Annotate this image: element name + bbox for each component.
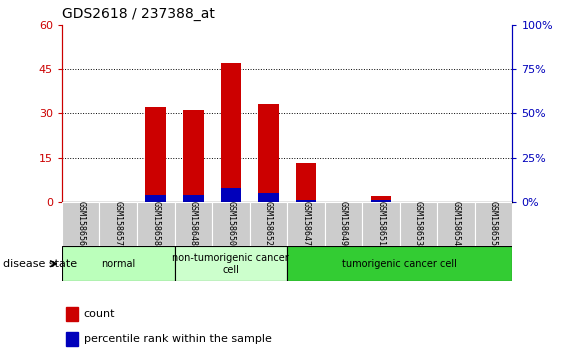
Bar bbox=[296, 200, 316, 202]
Text: GDS2618 / 237388_at: GDS2618 / 237388_at bbox=[62, 7, 215, 21]
Bar bbox=[296, 164, 316, 202]
Bar bbox=[137, 202, 175, 246]
Bar bbox=[249, 202, 287, 246]
Bar bbox=[221, 63, 241, 202]
Bar bbox=[287, 246, 512, 281]
Bar bbox=[100, 202, 137, 246]
Text: GSM158657: GSM158657 bbox=[114, 201, 123, 246]
Text: GSM158648: GSM158648 bbox=[189, 201, 198, 246]
Bar bbox=[175, 246, 287, 281]
Bar bbox=[400, 202, 437, 246]
Text: GSM158658: GSM158658 bbox=[151, 201, 160, 246]
Text: percentile rank within the sample: percentile rank within the sample bbox=[83, 333, 271, 344]
Bar bbox=[145, 195, 166, 202]
Text: count: count bbox=[83, 309, 115, 319]
Text: GSM158653: GSM158653 bbox=[414, 201, 423, 246]
Bar bbox=[370, 200, 391, 202]
Bar bbox=[370, 196, 391, 202]
Bar bbox=[325, 202, 362, 246]
Text: normal: normal bbox=[101, 259, 135, 269]
Text: disease state: disease state bbox=[3, 259, 77, 269]
Bar bbox=[362, 202, 400, 246]
Bar bbox=[183, 110, 204, 202]
Text: GSM158655: GSM158655 bbox=[489, 201, 498, 246]
Bar bbox=[287, 202, 325, 246]
Text: GSM158647: GSM158647 bbox=[301, 201, 310, 246]
Bar bbox=[145, 107, 166, 202]
Text: GSM158656: GSM158656 bbox=[76, 201, 85, 246]
Bar bbox=[183, 195, 204, 202]
Bar bbox=[62, 246, 175, 281]
Bar bbox=[66, 332, 78, 346]
Bar bbox=[258, 104, 279, 202]
Bar bbox=[221, 188, 241, 202]
Bar bbox=[175, 202, 212, 246]
Text: GSM158651: GSM158651 bbox=[377, 201, 386, 246]
Bar bbox=[212, 202, 249, 246]
Text: GSM158652: GSM158652 bbox=[264, 201, 273, 246]
Bar bbox=[437, 202, 475, 246]
Bar bbox=[62, 202, 100, 246]
Text: GSM158649: GSM158649 bbox=[339, 201, 348, 246]
Bar bbox=[258, 193, 279, 202]
Bar bbox=[66, 307, 78, 321]
Text: GSM158654: GSM158654 bbox=[452, 201, 461, 246]
Text: GSM158650: GSM158650 bbox=[226, 201, 235, 246]
Text: non-tumorigenic cancer
cell: non-tumorigenic cancer cell bbox=[172, 253, 289, 275]
Bar bbox=[475, 202, 512, 246]
Text: tumorigenic cancer cell: tumorigenic cancer cell bbox=[342, 259, 457, 269]
